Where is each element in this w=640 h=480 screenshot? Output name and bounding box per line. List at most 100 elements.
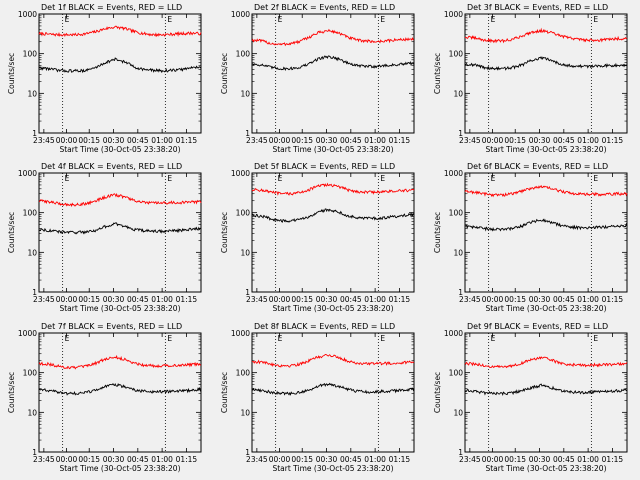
series-line-black-events: [251, 382, 415, 396]
y-tick-label: 1000: [444, 169, 463, 178]
series-line-red-lld: [38, 192, 202, 208]
x-tick-label: 00:45: [553, 136, 575, 145]
series-line-black-events: [38, 57, 202, 74]
time-marker-label: E: [593, 334, 598, 343]
series-line-red-lld: [251, 353, 415, 368]
plot-frame: [38, 13, 202, 134]
x-tick-label: 00:30: [529, 295, 551, 304]
x-tick-label: 00:45: [127, 136, 149, 145]
series-line-red-lld: [251, 28, 415, 47]
x-tick-label: 23:45: [33, 136, 55, 145]
x-tick-label: 01:00: [364, 295, 386, 304]
time-marker-label: E: [380, 174, 385, 183]
series-line-black-events: [251, 208, 415, 223]
x-tick-label: 00:30: [316, 136, 338, 145]
panel-title: Det 2f BLACK = Events, RED = LLD: [254, 3, 395, 12]
time-marker-label: E: [65, 174, 70, 183]
y-tick-label: 1000: [231, 10, 250, 19]
time-marker-label: E: [167, 15, 172, 24]
panel-title: Det 1f BLACK = Events, RED = LLD: [41, 3, 182, 12]
y-tick-label: 1000: [231, 169, 250, 178]
series-line-black-events: [464, 55, 628, 71]
series-line-red-lld: [464, 356, 628, 369]
x-tick-label: 01:15: [176, 136, 198, 145]
x-tick-label: 00:15: [78, 136, 100, 145]
y-tick-label: 100: [236, 50, 251, 59]
x-tick-label: 01:00: [151, 295, 173, 304]
x-tick-label: 00:15: [291, 295, 313, 304]
x-axis-label: Start Time (30-Oct-05 23:38:20): [272, 145, 393, 154]
y-tick-label: 10: [453, 89, 463, 98]
time-marker-label: E: [278, 15, 283, 24]
x-tick-label: 00:45: [553, 455, 575, 464]
time-marker-label: E: [491, 334, 496, 343]
series-line-black-events: [38, 382, 202, 396]
series-line-black-events: [251, 55, 415, 72]
y-tick-label: 100: [449, 209, 464, 218]
x-tick-label: 00:15: [291, 455, 313, 464]
series-line-red-lld: [38, 354, 202, 370]
time-marker-label: E: [491, 174, 496, 183]
x-tick-label: 00:00: [269, 295, 291, 304]
x-tick-label: 23:45: [33, 295, 55, 304]
panel-6: Det 6f BLACK = Events, RED = LLD E E 1 10 100…: [433, 162, 628, 313]
panel-8: Det 8f BLACK = Events, RED = LLD E E 1 10 100…: [220, 322, 415, 473]
x-axis-label: Start Time (30-Oct-05 23:38:20): [59, 145, 180, 154]
y-axis-label: Counts/sec: [7, 53, 16, 94]
panel-title: Det 9f BLACK = Events, RED = LLD: [467, 322, 608, 331]
plot-frame: [464, 332, 628, 453]
x-tick-label: 01:15: [389, 295, 411, 304]
plot-frame: [38, 332, 202, 453]
y-tick-label: 1000: [18, 10, 37, 19]
x-tick-label: 23:45: [33, 455, 55, 464]
y-axis-label: Counts/sec: [7, 372, 16, 413]
x-tick-label: 01:00: [577, 295, 599, 304]
x-tick-label: 00:15: [291, 136, 313, 145]
x-tick-label: 00:00: [482, 455, 504, 464]
x-tick-label: 23:45: [246, 455, 268, 464]
y-axis-label: Counts/sec: [433, 212, 442, 253]
y-tick-label: 10: [240, 248, 250, 257]
y-tick-label: 100: [23, 50, 38, 59]
x-tick-label: 00:30: [103, 455, 125, 464]
x-tick-label: 00:30: [529, 455, 551, 464]
panel-title: Det 5f BLACK = Events, RED = LLD: [254, 162, 395, 171]
x-tick-label: 23:45: [246, 295, 268, 304]
y-tick-label: 100: [236, 369, 251, 378]
series-line-black-events: [464, 383, 628, 397]
y-tick-label: 100: [23, 209, 38, 218]
plot-frame: [464, 13, 628, 134]
y-tick-label: 10: [27, 248, 37, 257]
panel-4: Det 4f BLACK = Events, RED = LLD E E 1 10 100…: [7, 162, 202, 313]
y-tick-label: 1: [32, 448, 37, 457]
panel-1: Det 1f BLACK = Events, RED = LLD E E 1 10 100…: [7, 3, 202, 154]
x-tick-label: 01:00: [577, 455, 599, 464]
y-axis-label: Counts/sec: [433, 372, 442, 413]
x-tick-label: 01:00: [364, 136, 386, 145]
x-tick-label: 23:45: [459, 455, 481, 464]
x-tick-label: 00:15: [78, 455, 100, 464]
x-tick-label: 01:15: [602, 136, 624, 145]
y-tick-label: 10: [453, 408, 463, 417]
x-axis-label: Start Time (30-Oct-05 23:38:20): [272, 304, 393, 313]
y-tick-label: 1: [32, 129, 37, 138]
x-axis-label: Start Time (30-Oct-05 23:38:20): [272, 464, 393, 473]
plot-frame: [251, 13, 415, 134]
y-tick-label: 1: [245, 448, 250, 457]
y-axis-label: Counts/sec: [220, 212, 229, 253]
x-axis-label: Start Time (30-Oct-05 23:38:20): [485, 464, 606, 473]
y-tick-label: 1: [245, 129, 250, 138]
x-axis-label: Start Time (30-Oct-05 23:38:20): [485, 304, 606, 313]
y-tick-label: 1: [458, 129, 463, 138]
plot-frame: [464, 172, 628, 293]
x-tick-label: 01:15: [389, 455, 411, 464]
series-line-red-lld: [38, 25, 202, 38]
x-tick-label: 23:45: [459, 136, 481, 145]
y-axis-label: Counts/sec: [7, 212, 16, 253]
panel-5: Det 5f BLACK = Events, RED = LLD E E 1 10 100…: [220, 162, 415, 313]
x-tick-label: 01:00: [364, 455, 386, 464]
x-tick-label: 00:15: [78, 295, 100, 304]
y-tick-label: 10: [27, 89, 37, 98]
y-tick-label: 100: [236, 209, 251, 218]
x-tick-label: 00:30: [529, 136, 551, 145]
